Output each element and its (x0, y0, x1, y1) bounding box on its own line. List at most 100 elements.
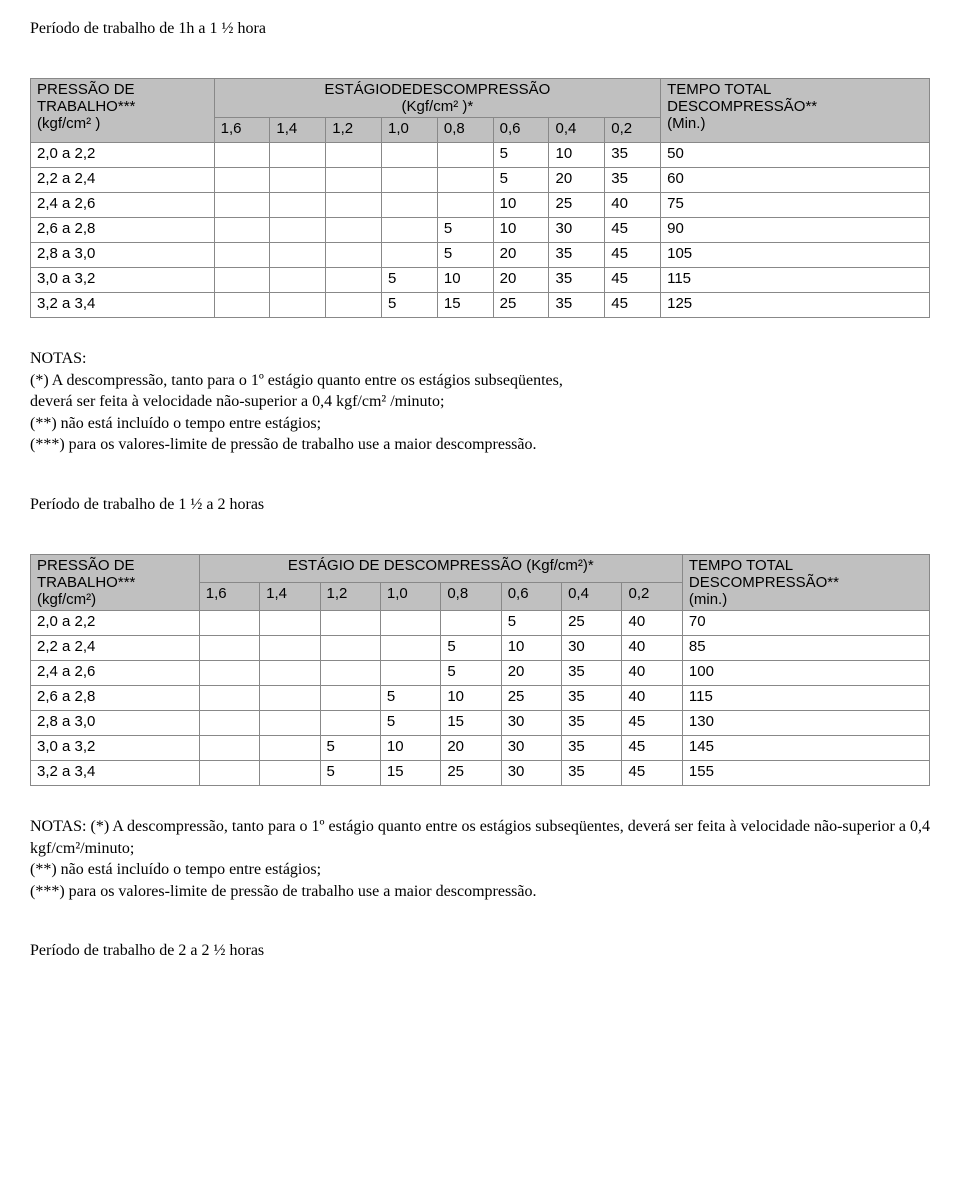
cell-stage: 15 (437, 293, 493, 318)
cell-total: 85 (682, 635, 929, 660)
cell-pressure: 3,2 a 3,4 (31, 293, 215, 318)
table-row: 2,2 a 2,45203560 (31, 168, 930, 193)
notes1-l1: NOTAS: (30, 350, 87, 367)
table1-body: 2,0 a 2,251035502,2 a 2,452035602,4 a 2,… (31, 143, 930, 318)
cell-stage (380, 610, 440, 635)
cell-stage (382, 168, 438, 193)
cell-stage (260, 660, 320, 685)
cell-stage: 25 (441, 760, 501, 785)
col-7: 0,2 (605, 118, 661, 143)
cell-pressure: 2,4 a 2,6 (31, 193, 215, 218)
cell-stage: 20 (493, 243, 549, 268)
cell-stage: 5 (501, 610, 561, 635)
table-row: 2,8 a 3,05203545105 (31, 243, 930, 268)
cell-pressure: 2,2 a 2,4 (31, 635, 200, 660)
cell-total: 75 (661, 193, 930, 218)
cell-stage: 5 (320, 760, 380, 785)
cell-stage (320, 610, 380, 635)
notes2: NOTAS: (*) A descompressão, tanto para o… (30, 816, 930, 902)
cell-stage: 20 (549, 168, 605, 193)
th-pressure-l2: TRABALHO*** (37, 98, 135, 115)
col2-2: 1,2 (320, 582, 380, 610)
cell-stage (260, 610, 320, 635)
table-row: 3,0 a 3,251020303545145 (31, 735, 930, 760)
col-1: 1,4 (270, 118, 326, 143)
cell-pressure: 3,0 a 3,2 (31, 268, 215, 293)
cell-stage: 5 (437, 218, 493, 243)
th2-pressure-l3: (kgf/cm²) (37, 591, 96, 608)
decompression-table-2: PRESSÃO DE TRABALHO*** (kgf/cm²) ESTÁGIO… (30, 554, 930, 786)
cell-stage: 10 (441, 685, 501, 710)
cell-stage (199, 685, 259, 710)
th2-stage-l1: ESTÁGIO DE DESCOMPRESSÃO (Kgf/cm²)* (288, 557, 594, 574)
col2-0: 1,6 (199, 582, 259, 610)
th2-pressure: PRESSÃO DE TRABALHO*** (kgf/cm²) (31, 554, 200, 610)
cell-stage (380, 635, 440, 660)
cell-stage (382, 218, 438, 243)
col2-3: 1,0 (380, 582, 440, 610)
cell-stage: 10 (549, 143, 605, 168)
cell-stage: 40 (622, 685, 682, 710)
table-row: 2,6 a 2,8510304590 (31, 218, 930, 243)
th-total-l1: TEMPO TOTAL (667, 81, 771, 98)
cell-stage (437, 193, 493, 218)
cell-stage (199, 635, 259, 660)
cell-total: 50 (661, 143, 930, 168)
cell-stage: 35 (549, 268, 605, 293)
cell-stage: 45 (622, 760, 682, 785)
col2-5: 0,6 (501, 582, 561, 610)
th-pressure-l1: PRESSÃO DE (37, 81, 135, 98)
cell-pressure: 2,8 a 3,0 (31, 710, 200, 735)
notes1-l4: (**) não está incluído o tempo entre est… (30, 415, 321, 432)
cell-total: 115 (682, 685, 929, 710)
cell-total: 105 (661, 243, 930, 268)
cell-total: 70 (682, 610, 929, 635)
cell-stage: 35 (549, 243, 605, 268)
table2-body: 2,0 a 2,252540702,2 a 2,45103040852,4 a … (31, 610, 930, 785)
cell-pressure: 2,8 a 3,0 (31, 243, 215, 268)
cell-stage: 10 (501, 635, 561, 660)
cell-total: 90 (661, 218, 930, 243)
col-0: 1,6 (214, 118, 270, 143)
cell-stage (270, 143, 326, 168)
cell-stage: 35 (605, 168, 661, 193)
cell-stage: 15 (380, 760, 440, 785)
cell-stage: 10 (493, 193, 549, 218)
table-row: 2,4 a 2,65203540100 (31, 660, 930, 685)
cell-pressure: 2,4 a 2,6 (31, 660, 200, 685)
cell-stage (214, 143, 270, 168)
col-2: 1,2 (326, 118, 382, 143)
cell-pressure: 2,2 a 2,4 (31, 168, 215, 193)
cell-stage (437, 168, 493, 193)
th2-stage: ESTÁGIO DE DESCOMPRESSÃO (Kgf/cm²)* (199, 554, 682, 582)
cell-total: 130 (682, 710, 929, 735)
cell-stage: 5 (493, 143, 549, 168)
th-pressure-l3: (kgf/cm² ) (37, 115, 100, 132)
section3-heading: Período de trabalho de 2 a 2 ½ horas (30, 942, 930, 960)
cell-stage: 10 (493, 218, 549, 243)
cell-stage: 30 (562, 635, 622, 660)
cell-stage: 45 (622, 710, 682, 735)
cell-stage (214, 218, 270, 243)
notes2-l3: (***) para os valores-limite de pressão … (30, 883, 537, 900)
cell-total: 115 (661, 268, 930, 293)
cell-stage (270, 293, 326, 318)
th-total-l2: DESCOMPRESSÃO** (667, 98, 817, 115)
table-row: 2,0 a 2,25254070 (31, 610, 930, 635)
cell-stage: 20 (441, 735, 501, 760)
cell-stage: 45 (605, 268, 661, 293)
cell-stage (260, 635, 320, 660)
cell-stage: 20 (493, 268, 549, 293)
cell-stage: 35 (549, 293, 605, 318)
cell-pressure: 2,6 a 2,8 (31, 218, 215, 243)
cell-stage (260, 685, 320, 710)
cell-stage: 5 (441, 635, 501, 660)
cell-stage: 45 (622, 735, 682, 760)
cell-pressure: 2,0 a 2,2 (31, 143, 215, 168)
cell-stage: 30 (501, 760, 561, 785)
cell-stage (199, 760, 259, 785)
notes1: NOTAS: (*) A descompressão, tanto para o… (30, 348, 930, 456)
cell-stage: 40 (622, 660, 682, 685)
cell-stage (214, 193, 270, 218)
cell-total: 125 (661, 293, 930, 318)
